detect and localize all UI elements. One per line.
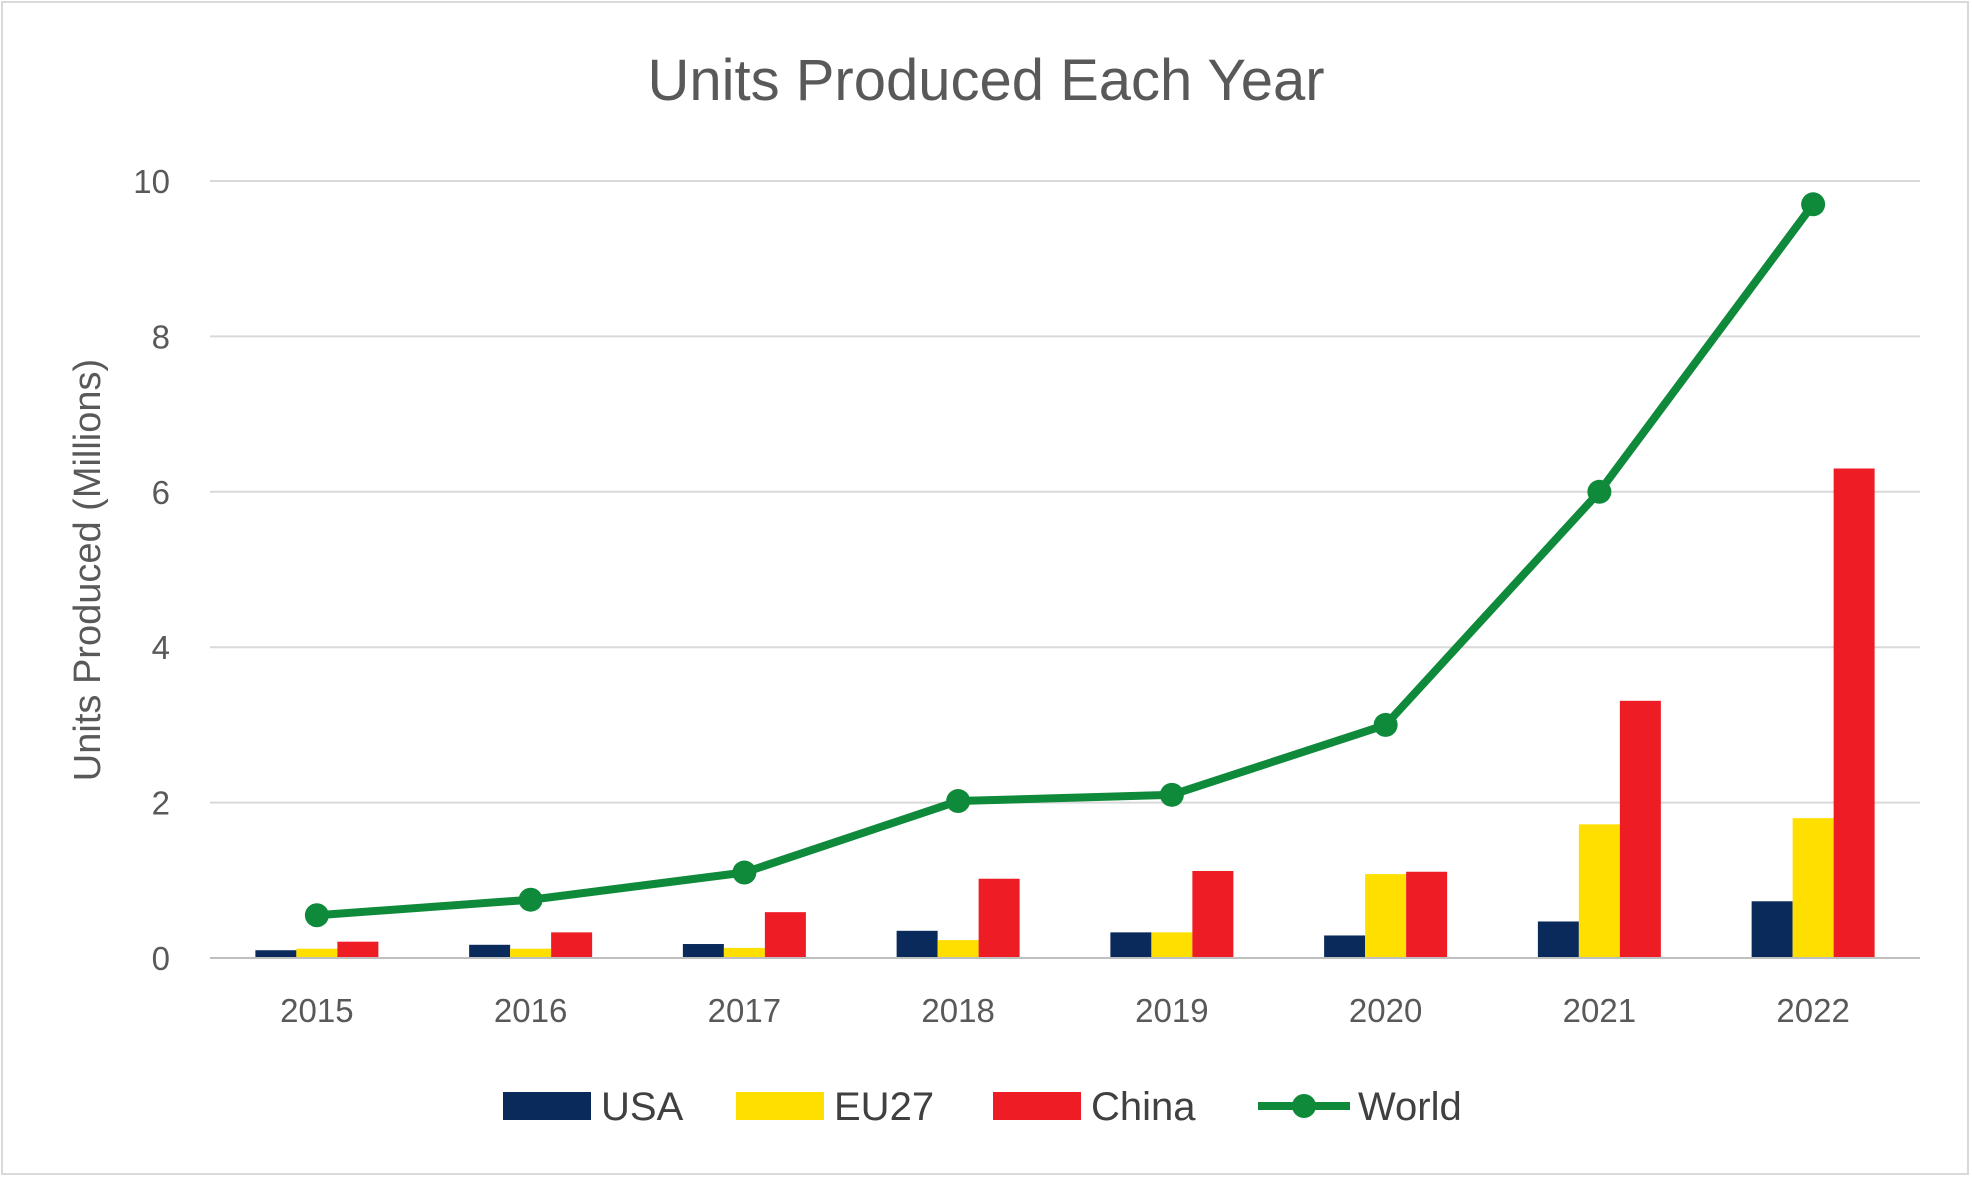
point-world-2016 <box>518 887 543 912</box>
bar-eu27-2022 <box>1792 818 1834 958</box>
legend-swatch-usa <box>503 1092 591 1120</box>
legend-label-usa: USA <box>601 1085 684 1129</box>
point-world-2017 <box>732 860 757 885</box>
bar-eu27-2020 <box>1365 874 1407 958</box>
line-world <box>312 200 1818 920</box>
x-axis-ticks: 2015 2016 2017 2018 2019 2020 2021 2022 <box>280 992 1850 1029</box>
bar-china-2022 <box>1833 468 1875 958</box>
bar-usa-2018 <box>896 930 938 958</box>
bar-eu27-2016 <box>510 948 552 958</box>
bar-usa-2020 <box>1324 935 1366 958</box>
bar-eu27-2018 <box>937 940 979 958</box>
y-tick-label: 0 <box>152 940 170 977</box>
bar-eu27-2015 <box>296 948 338 958</box>
point-world-2020 <box>1373 712 1398 737</box>
bar-china-2020 <box>1406 871 1448 958</box>
y-tick-label: 2 <box>152 785 170 822</box>
bar-china-2019 <box>1192 870 1234 958</box>
x-tick-label: 2015 <box>280 992 353 1029</box>
x-tick-label: 2016 <box>494 992 567 1029</box>
x-tick-label: 2022 <box>1776 992 1849 1029</box>
bars <box>255 468 1875 958</box>
point-world-2022 <box>1801 192 1826 217</box>
bar-china-2017 <box>764 912 806 958</box>
bar-usa-2019 <box>1110 932 1152 958</box>
bar-usa-2021 <box>1537 921 1579 958</box>
x-tick-label: 2020 <box>1349 992 1422 1029</box>
bar-china-2021 <box>1619 700 1661 958</box>
point-world-2015 <box>304 903 329 928</box>
x-tick-label: 2021 <box>1563 992 1636 1029</box>
chart-title: Units Produced Each Year <box>647 48 1324 113</box>
point-world-2019 <box>1159 782 1184 807</box>
legend-label-world: World <box>1358 1085 1462 1129</box>
bar-usa-2022 <box>1751 901 1793 958</box>
y-tick-label: 4 <box>152 629 170 666</box>
x-tick-label: 2019 <box>1135 992 1208 1029</box>
x-tick-label: 2018 <box>921 992 994 1029</box>
legend-label-china: China <box>1091 1085 1196 1129</box>
legend: USA EU27 China World <box>503 1085 1462 1129</box>
gridlines <box>210 180 1920 804</box>
bar-usa-2015 <box>255 950 297 958</box>
legend-marker-world <box>1292 1094 1316 1118</box>
y-tick-label: 10 <box>133 163 170 200</box>
bar-china-2018 <box>978 878 1020 958</box>
bar-china-2015 <box>337 941 379 958</box>
legend-swatch-eu27 <box>736 1092 824 1120</box>
bar-usa-2017 <box>682 944 724 958</box>
bar-china-2016 <box>551 932 593 958</box>
bar-usa-2016 <box>469 944 511 958</box>
legend-swatch-china <box>993 1092 1081 1120</box>
legend-label-eu27: EU27 <box>834 1085 934 1129</box>
y-axis-label: Units Produced (Millions) <box>67 359 109 781</box>
y-axis-ticks: 0 2 4 6 8 10 <box>133 163 170 977</box>
y-tick-label: 6 <box>152 474 170 511</box>
point-world-2021 <box>1587 479 1612 504</box>
x-tick-label: 2017 <box>708 992 781 1029</box>
world-line-series <box>304 192 1826 928</box>
point-world-2018 <box>946 789 971 814</box>
bar-eu27-2021 <box>1578 824 1620 958</box>
bar-eu27-2017 <box>723 947 765 958</box>
bar-eu27-2019 <box>1151 932 1193 958</box>
y-tick-label: 8 <box>152 318 170 355</box>
